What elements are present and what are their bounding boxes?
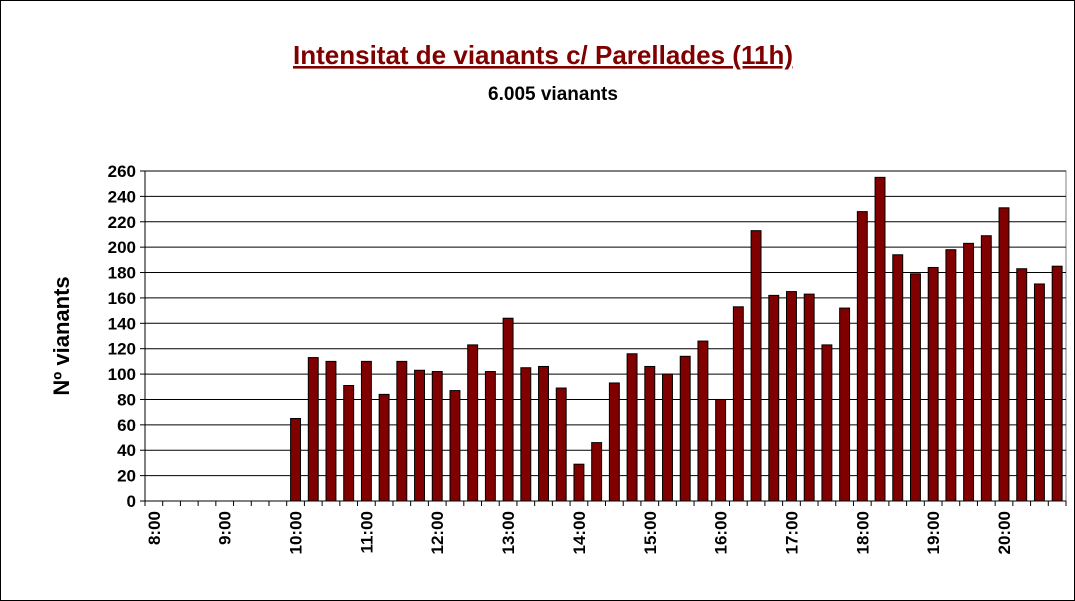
bar [963,242,975,502]
y-tick-label: 160 [108,289,136,308]
y-tick-label: 120 [108,340,136,359]
x-tick-label: 16:00 [712,511,731,554]
bar [573,463,585,502]
bar [538,365,549,502]
bar [325,360,337,502]
bar [431,371,443,502]
bar [1016,268,1028,502]
x-tick-label: 19:00 [924,511,943,554]
bar [290,418,302,502]
bar [591,442,603,502]
y-tick-label: 20 [117,467,136,486]
x-tick-label: 17:00 [782,511,801,554]
x-tick-label: 20:00 [995,511,1014,554]
bar [644,365,656,502]
bar [839,307,851,502]
bar [307,357,319,502]
bar [909,273,921,502]
y-tick-label: 220 [108,213,136,232]
bar [378,393,390,502]
bar [679,355,691,502]
bar [821,344,833,502]
bar [998,207,1010,502]
bar [1033,283,1045,502]
bar [360,360,372,502]
bar [750,230,762,502]
bar [555,387,567,502]
x-tick-label: 12:00 [428,511,447,554]
y-axis-label: Nº vianants [49,276,74,395]
bar [502,317,514,502]
y-tick-label: 60 [117,416,136,435]
bar [484,371,496,502]
bar [715,398,727,502]
bar [980,235,992,502]
bar [626,353,638,502]
y-tick-label: 100 [108,365,136,384]
x-tick-label: 18:00 [853,511,872,554]
bar [343,385,355,502]
y-tick-label: 180 [108,264,136,283]
bar [414,369,425,502]
bar [874,176,886,502]
x-tick-label: 9:00 [216,511,235,545]
x-tick-label: 13:00 [499,511,518,554]
y-tick-label: 0 [127,492,136,511]
x-tick-label: 11:00 [357,511,376,554]
bar [697,340,709,502]
bar [945,249,957,502]
bar [608,382,620,502]
bar [768,294,780,502]
y-tick-label: 140 [108,314,136,333]
x-tick-label: 8:00 [145,511,164,545]
chart-title: Intensitat de vianants c/ Parellades (11… [293,40,793,70]
x-tick-label: 15:00 [641,511,660,554]
x-tick-label: 10:00 [287,511,306,554]
y-tick-label: 40 [117,441,136,460]
bar [732,306,744,502]
bar [662,373,673,502]
bar [927,266,939,502]
x-tick-label: 14:00 [570,511,589,554]
bar [449,390,461,502]
bar [803,293,815,502]
chart-subtitle: 6.005 vianants [488,84,618,105]
bar [467,344,479,502]
bar [396,360,408,502]
y-tick-label: 260 [108,162,136,181]
bar [892,254,904,502]
bar [856,211,868,502]
bar [520,367,532,502]
bar [1051,265,1063,502]
bar [786,291,797,502]
y-tick-label: 80 [117,390,136,409]
y-tick-label: 240 [108,187,136,206]
y-tick-label: 200 [108,238,136,257]
